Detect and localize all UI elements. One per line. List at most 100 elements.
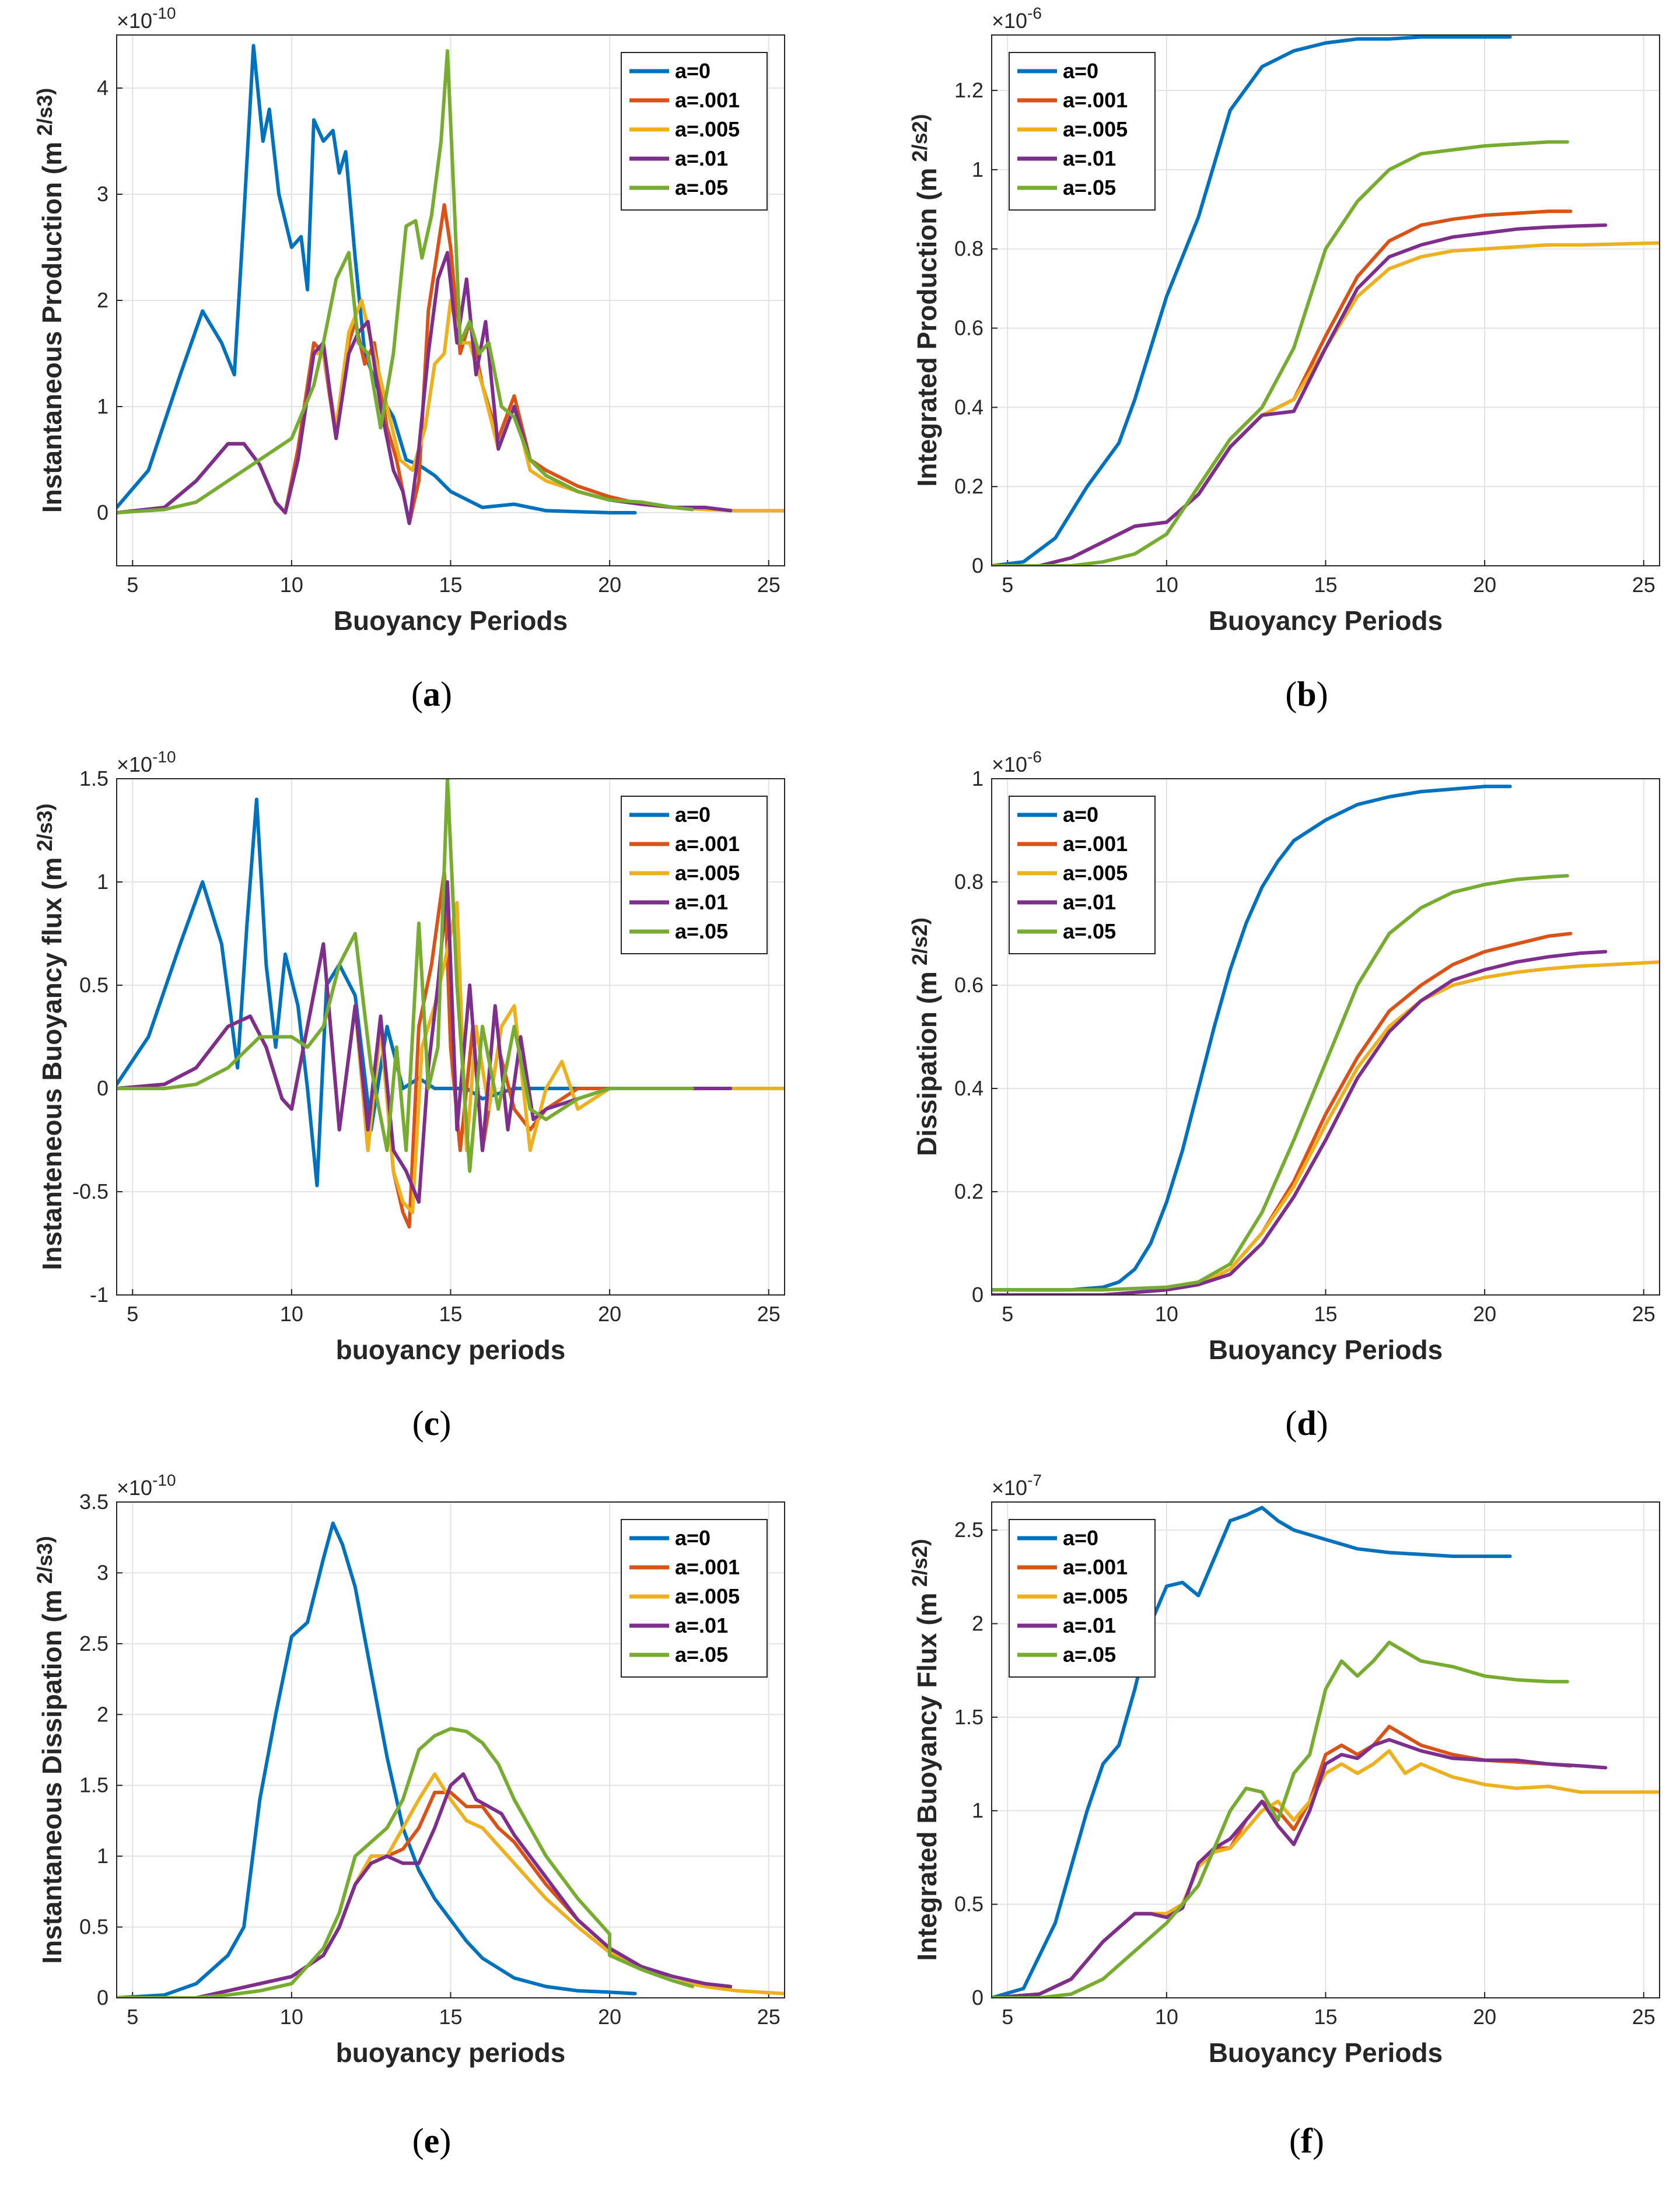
legend-entry: a=.001 [1063, 88, 1128, 112]
legend-entry: a=.005 [675, 861, 740, 885]
exponent-value: -7 [1027, 1471, 1042, 1489]
y-tick-label: 1.2 [954, 78, 984, 102]
y-tick-label: 1.5 [79, 766, 108, 790]
legend-entry: a=.005 [1063, 117, 1128, 141]
legend: a=0 a=.001 a=.005 a=.01 a=.05 [1009, 1519, 1156, 1678]
x-tick-label: 15 [439, 573, 462, 597]
x-tick-label: 10 [1155, 1302, 1178, 1326]
x-tick-label: 5 [1002, 573, 1013, 597]
panel-caption: (c) [412, 1404, 452, 1443]
series-group [117, 44, 785, 526]
y-tick-label: 2 [97, 288, 108, 312]
axis-exponent: ×10-10 [117, 4, 176, 33]
legend-entry: a=.01 [1063, 146, 1116, 170]
y-axis-units: 2/s3) [33, 1536, 57, 1584]
series-group [992, 35, 1660, 566]
axis-exponent: ×10-7 [992, 1471, 1042, 1500]
series-line-a01 [992, 950, 1608, 1295]
y-tick-label: 0 [972, 1283, 984, 1307]
series-line-a0 [992, 35, 1512, 566]
legend-entry: a=.01 [1063, 1613, 1116, 1637]
y-tick-label: 0 [972, 1986, 984, 2010]
y-tick-label: 1 [97, 870, 108, 894]
y-tick-label: 2 [972, 1611, 984, 1635]
axes-box [116, 778, 785, 1296]
axes-box [116, 1501, 785, 1998]
series-line-a0 [117, 1521, 637, 1998]
series-line-a01 [117, 1772, 733, 1998]
axis-exponent: ×10-10 [117, 1471, 176, 1500]
x-axis-label: Buoyancy Periods [1209, 605, 1443, 636]
y-tick-label: 2.5 [954, 1518, 984, 1542]
legend-entry: a=.01 [1063, 890, 1116, 914]
y-tick-label: 0.4 [954, 1076, 984, 1100]
exponent-value: -10 [152, 1471, 176, 1489]
series-group [117, 1521, 785, 1998]
x-tick-label: 25 [757, 2005, 780, 2029]
panel-caption: (f) [1289, 2122, 1324, 2160]
legend-entry: a=.001 [675, 832, 740, 856]
x-tick-label: 20 [598, 573, 621, 597]
legend-entry: a=.001 [1063, 832, 1128, 856]
axes-box [991, 1501, 1660, 1998]
legend: a=0 a=.001 a=.005 a=.01 a=.05 [621, 1519, 768, 1678]
y-tick-label: 2.5 [79, 1632, 108, 1655]
x-tick-label: 20 [1473, 573, 1496, 597]
series-line-a0 [992, 785, 1512, 1292]
legend-entry: a=.05 [1063, 919, 1116, 943]
legend-entry: a=.01 [675, 146, 728, 170]
exponent-value: -6 [1027, 4, 1042, 22]
x-tick-label: 10 [1155, 2005, 1178, 2029]
legend-entry: a=.005 [1063, 1584, 1128, 1608]
y-tick-label: 2 [97, 1702, 108, 1726]
x-tick-label: 10 [280, 573, 303, 597]
axis-exponent: ×10-6 [992, 4, 1042, 33]
y-axis-units: 2/s2) [908, 114, 932, 162]
x-tick-label: 5 [1002, 2005, 1013, 2029]
legend-entry: a=.05 [675, 919, 728, 943]
y-tick-label: 1.5 [79, 1773, 108, 1797]
series-group [992, 1506, 1660, 1998]
panel-caption: (a) [411, 675, 452, 713]
exponent-value: -6 [1027, 748, 1042, 766]
legend-entry: a=.01 [675, 1613, 728, 1637]
y-tick-label: 0.5 [79, 973, 108, 997]
panel-caption: (e) [412, 2122, 452, 2160]
legend-entry: a=.005 [675, 1584, 740, 1608]
y-axis-units: 2/s3) [33, 803, 57, 851]
x-axis-label: buoyancy periods [336, 2038, 566, 2068]
x-tick-label: 20 [598, 2005, 621, 2029]
y-tick-label: 1 [972, 766, 984, 790]
y-axis-label: Integrated Production (m2/s2) [908, 114, 942, 487]
x-tick-label: 25 [1632, 1302, 1656, 1326]
series-line-a05 [992, 874, 1569, 1292]
y-tick-label: 1 [972, 1798, 984, 1822]
y-tick-label: 0.5 [79, 1915, 108, 1939]
exponent-value: -10 [152, 4, 176, 22]
y-axis-label: Instantaneous Production (m2/s3) [33, 88, 67, 513]
x-tick-label: 10 [280, 1302, 303, 1326]
legend-entry: a=0 [675, 1526, 710, 1550]
axis-exponent: ×10-6 [992, 748, 1042, 776]
x-tick-label: 25 [757, 1302, 780, 1326]
legend: a=0 a=.001 a=.005 a=.01 a=.05 [621, 52, 768, 211]
axes-box [991, 778, 1660, 1296]
x-tick-label: 25 [1632, 2005, 1656, 2029]
y-axis-units: 2/s2) [908, 1539, 932, 1587]
legend-entry: a=.005 [675, 117, 740, 141]
y-tick-label: 0.6 [954, 973, 984, 997]
y-tick-label: 0 [97, 1986, 108, 2010]
axes-box [991, 34, 1660, 566]
legend-entry: a=0 [675, 59, 710, 83]
x-tick-label: 10 [1155, 573, 1178, 597]
legend-entry: a=.005 [1063, 861, 1128, 885]
y-axis-label: Instantaneous Dissipation (m2/s3) [33, 1536, 67, 1964]
x-axis-label: buoyancy periods [336, 1335, 566, 1365]
y-tick-label: 0 [97, 1076, 108, 1100]
y-tick-label: 3.5 [79, 1490, 108, 1514]
chart-panel-c: 5 10 15 20 25 -1 -0.5 0 0.5 1 1.5 ×10-10 buoyancy pe… [33, 748, 785, 1443]
series-line-a01 [992, 223, 1608, 566]
y-tick-label: 0.2 [954, 1179, 984, 1203]
